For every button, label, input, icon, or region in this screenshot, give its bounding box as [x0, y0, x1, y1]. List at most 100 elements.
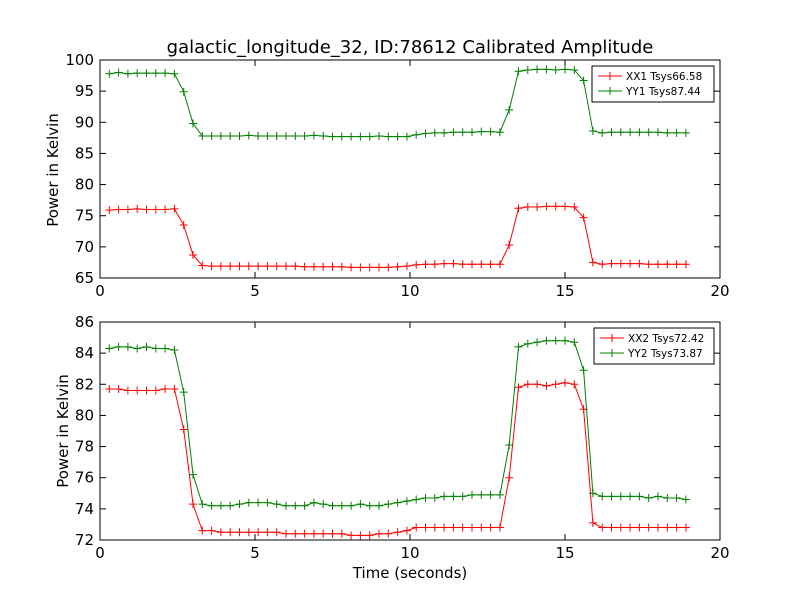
top-series-1-point: [263, 262, 272, 271]
top-series-1-point: [235, 262, 244, 271]
top-series-2-point: [588, 127, 597, 136]
bottom-series-2-point: [133, 344, 142, 353]
bottom-series-1-point: [458, 523, 467, 532]
top-series-1-point: [654, 260, 662, 269]
top-series-1-point: [635, 259, 644, 268]
bottom-series-1-point: [635, 523, 644, 532]
top-plot-area: 0 5 10 15 20 65 70 75 80 85 90 95 100 XX1 Tsys66.58 YY…: [65, 51, 729, 300]
bottom-ytick-label: 74: [75, 500, 94, 518]
top-series-2-point: [598, 128, 607, 137]
top-series-2-point: [551, 65, 560, 74]
bottom-series-1-point: [430, 523, 439, 532]
bottom-ytick-label: 78: [75, 438, 94, 456]
top-series-1-point: [663, 260, 672, 269]
top-panel-ylabel: Power in Kelvin: [44, 113, 62, 227]
bottom-series-1-point: [616, 523, 625, 532]
top-series-1-point: [226, 262, 235, 271]
bottom-series-2-point: [551, 336, 560, 345]
bottom-series-1-point: [570, 380, 579, 389]
top-series-2-point: [654, 128, 662, 137]
top-series-2-point: [114, 68, 123, 77]
top-series-1-point: [244, 262, 253, 271]
bottom-ytick-label: 84: [75, 344, 94, 362]
top-series-1-point: [430, 260, 439, 269]
top-series-1-point: [337, 262, 346, 271]
top-ytick-label: 65: [75, 269, 94, 287]
top-series-1-point: [170, 204, 179, 213]
bottom-series-2-point: [607, 492, 616, 501]
top-series-1-point: [644, 260, 653, 269]
top-series-1-point: [254, 262, 263, 271]
top-series-1-point: [542, 202, 551, 211]
bottom-xtick-label: 0: [95, 544, 105, 562]
bottom-series-2-point: [654, 492, 662, 501]
bottom-xtick-label: 20: [710, 544, 729, 562]
top-series-2-point: [300, 131, 309, 140]
top-series-1-point: [309, 262, 318, 271]
top-series-2-point: [170, 69, 179, 78]
top-series-2-point: [468, 128, 476, 137]
top-series-2-point: [207, 131, 216, 140]
top-panel: galactic_longitude_32, ID:78612 Calibrat…: [44, 37, 730, 300]
bottom-ytick-label: 76: [75, 469, 94, 487]
top-series-2-point: [644, 128, 653, 137]
bottom-series-1-point: [207, 526, 216, 535]
top-series-2-point: [458, 128, 467, 137]
top-ytick-label: 70: [75, 238, 94, 256]
top-series-1-point: [486, 260, 495, 269]
bottom-legend: XX2 Tsys72.42 YY2 Tsys73.87: [593, 327, 715, 365]
bottom-series-2-point: [207, 501, 216, 510]
bottom-series-1-point: [626, 523, 635, 532]
top-legend-label-2: YY1 Tsys87.44: [625, 86, 701, 98]
top-series-1-point: [365, 263, 374, 272]
bottom-series-1-point: [254, 528, 263, 537]
bottom-series-1-point: [319, 529, 328, 538]
top-series-2-point: [337, 132, 346, 141]
top-xtick-label: 10: [400, 282, 419, 300]
bottom-series-1-point: [393, 528, 402, 537]
top-series-1-point: [207, 262, 216, 271]
top-series-1-point: [505, 240, 514, 249]
top-series-2-point: [495, 128, 504, 137]
top-series-1-point: [347, 263, 356, 272]
top-series-2-point: [216, 131, 225, 140]
bottom-series-2-point: [114, 342, 123, 351]
top-series-2-point: [263, 131, 272, 140]
bottom-series-1-point: [328, 529, 337, 538]
bottom-series-1-point: [272, 528, 281, 537]
bottom-series-1-point: [216, 528, 225, 537]
bottom-series-2-point: [365, 501, 374, 510]
bottom-series-2-point: [523, 339, 532, 348]
top-series-2-point: [309, 131, 318, 140]
bottom-series-2-point: [616, 492, 625, 501]
top-series-2-point: [272, 131, 281, 140]
bottom-series-1-point: [440, 523, 449, 532]
bottom-panel-xlabel: Time (seconds): [352, 564, 468, 582]
bottom-series-2-point: [254, 498, 263, 507]
top-series-1-point: [384, 263, 393, 272]
top-series-2-point: [254, 131, 263, 140]
bottom-series-2-point: [486, 490, 495, 499]
top-series-1-point: [393, 262, 402, 271]
top-series-2-point: [151, 69, 160, 78]
top-ytick-label: 85: [75, 144, 94, 162]
bottom-series-1-point: [654, 523, 662, 532]
bottom-series-2-point: [440, 492, 449, 501]
top-series-1-point: [356, 263, 365, 272]
top-series-1-point: [114, 205, 123, 214]
top-series-2-point: [626, 128, 635, 137]
top-series-2-point: [244, 131, 253, 140]
bottom-ytick-label: 86: [75, 313, 94, 331]
top-series-2-point: [486, 127, 495, 136]
bottom-series-1-point: [486, 523, 495, 532]
top-series-2-point: [161, 69, 170, 78]
bottom-series-2-point: [570, 338, 579, 347]
bottom-series-2-point: [142, 342, 151, 351]
top-series-2-point: [430, 128, 439, 137]
top-series-2-point: [533, 65, 542, 74]
bottom-series-2-point: [421, 493, 430, 502]
bottom-series-1-point: [402, 526, 411, 535]
bottom-ytick-label: 72: [75, 531, 94, 549]
top-series-1-point: [626, 259, 635, 268]
